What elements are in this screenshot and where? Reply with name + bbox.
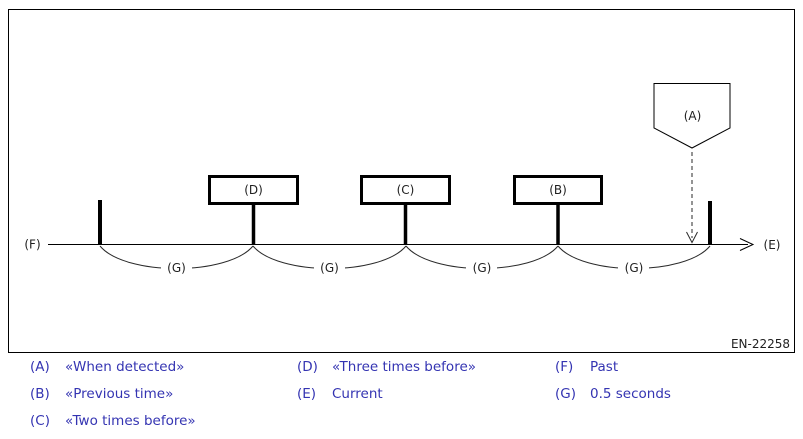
past-label: (F)	[24, 238, 40, 252]
legend-key-g: (G)	[555, 386, 576, 402]
legend-item-a: (A) «When detected»	[30, 360, 196, 374]
legend-column-1: (A) «When detected» (B) «Previous time» …	[30, 360, 196, 439]
legend-key-d: (D)	[297, 359, 318, 375]
interval-label-3: (G)	[473, 261, 492, 275]
event-box-d-label: (D)	[244, 183, 263, 197]
legend-text-g: 0.5 seconds	[590, 386, 671, 402]
legend-text-d: «Three times before»	[332, 359, 477, 375]
figure-code: EN-22258	[731, 337, 790, 351]
event-box-d	[208, 175, 299, 205]
interval-label-4: (G)	[625, 261, 644, 275]
timeline-diagram: (F) (E) (G) (G) (G) (G) (D) (C) (B) (A)	[8, 9, 795, 353]
interval-label-bg-1	[161, 260, 192, 275]
legend-text-c: «Two times before»	[65, 413, 196, 429]
legend-key-f: (F)	[555, 359, 574, 375]
legend-key-c: (C)	[30, 413, 50, 429]
figure-border	[8, 9, 795, 353]
timeline-tick-end	[708, 201, 712, 245]
legend-text-f: Past	[590, 359, 619, 375]
legend-key-b: (B)	[30, 386, 50, 402]
event-box-c	[360, 175, 451, 205]
legend-text-e: Current	[332, 386, 383, 402]
legend-column-3: (F) Past (G) 0.5 seconds	[555, 360, 671, 414]
interval-label-1: (G)	[167, 261, 186, 275]
legend-key-e: (E)	[297, 386, 317, 402]
legend-item-c: (C) «Two times before»	[30, 414, 196, 428]
legend-item-b: (B) «Previous time»	[30, 387, 196, 401]
legend-item-g: (G) 0.5 seconds	[555, 387, 671, 401]
timeline-arrowhead-icon	[739, 238, 755, 251]
interval-label-bg-4	[618, 260, 649, 275]
legend-item-d: (D) «Three times before»	[297, 360, 476, 374]
interval-label-bg-3	[466, 260, 497, 275]
event-box-b-label: (B)	[549, 183, 567, 197]
event-box-c-label: (C)	[397, 183, 415, 197]
legend-key-a: (A)	[30, 359, 50, 375]
current-label: (E)	[764, 238, 781, 252]
legend-item-e: (E) Current	[297, 387, 476, 401]
detection-marker-label: (A)	[684, 109, 702, 123]
legend-text-b: «Previous time»	[65, 386, 174, 402]
event-box-b	[513, 175, 603, 205]
timeline-tick-start	[98, 200, 102, 245]
detection-marker-shape	[653, 83, 731, 149]
interval-label-bg-2	[314, 260, 345, 275]
legend-item-f: (F) Past	[555, 360, 671, 374]
legend-text-a: «When detected»	[65, 359, 185, 375]
detection-pointer-arrowhead-icon	[686, 231, 698, 244]
legend-column-2: (D) «Three times before» (E) Current	[297, 360, 476, 414]
interval-label-2: (G)	[320, 261, 339, 275]
